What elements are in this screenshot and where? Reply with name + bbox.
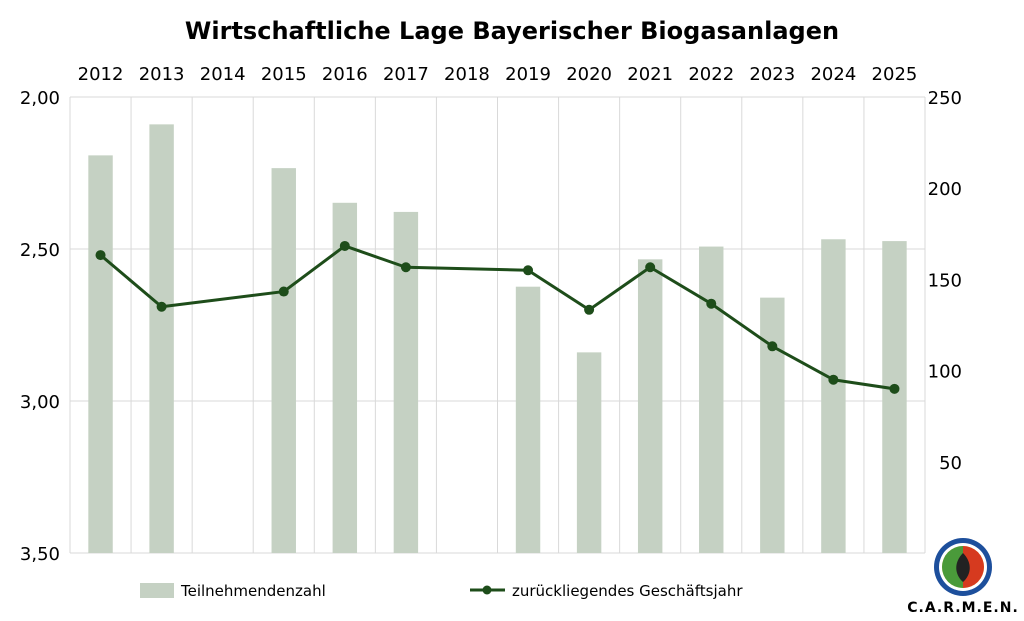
x-tick-label: 2022 [688,64,734,85]
bar [515,286,541,553]
bar [760,297,785,553]
legend-label-line: zurückliegendes Geschäftsjahr [512,582,743,600]
bar [699,246,724,553]
x-tick-label: 2023 [749,64,795,85]
right-axis-ticks: 50 100 150 200 250 [928,88,962,474]
legend-line-marker [482,585,492,595]
data-point [95,250,106,261]
x-tick-label: 2020 [566,64,612,85]
x-axis-ticks: 2012 2013 2014 2015 2016 2017 2018 2019 2020 2021… [78,64,918,85]
x-tick-label: 2013 [139,64,185,85]
logo-drop-icon [956,553,970,582]
bar [88,155,113,554]
legend-label-bars: Teilnehmendenzahl [180,582,326,600]
x-tick-label: 2012 [78,64,124,85]
data-point [339,240,350,251]
logo-half-green [942,546,963,588]
legend-bar-swatch [140,583,174,598]
x-tick-label: 2017 [383,64,429,85]
grid [69,96,926,554]
x-tick-label: 2019 [505,64,551,85]
x-tick-label: 2015 [261,64,307,85]
right-tick-label: 250 [928,88,962,109]
x-tick-label: 2018 [444,64,490,85]
bar [576,352,602,553]
x-tick-label: 2016 [322,64,368,85]
left-tick-label: 3,50 [20,544,60,565]
series-line [99,244,895,391]
right-tick-label: 100 [928,362,962,383]
chart-title: Wirtschaftliche Lage Bayerischer Biogasa… [185,17,839,45]
right-tick-label: 200 [928,179,962,200]
data-point [400,262,411,273]
left-axis-ticks: 2,00 2,50 3,00 3,50 [20,88,60,565]
data-point [584,304,595,315]
right-tick-label: 150 [928,270,962,291]
line-series [95,240,900,394]
carmen-logo: C.A.R.M.E.N. [907,538,1019,616]
right-tick-label: 50 [939,453,962,474]
data-point [706,298,717,309]
x-tick-label: 2024 [810,64,856,85]
bar [149,124,174,554]
bar [821,239,846,553]
logo-half-red [963,546,984,588]
logo-text: C.A.R.M.E.N. [907,600,1019,616]
x-tick-label: 2021 [627,64,673,85]
bars [88,124,907,554]
data-point [156,301,167,312]
x-tick-label: 2025 [872,64,918,85]
data-point [828,374,839,385]
bar [882,241,907,553]
bar [637,259,663,553]
data-point [278,286,289,297]
data-point [767,341,778,352]
data-point [889,383,900,394]
data-point [645,262,656,273]
left-tick-label: 2,50 [20,240,60,261]
legend: Teilnehmendenzahl zurückliegendes Geschä… [140,582,743,600]
bar [332,202,358,554]
left-tick-label: 3,00 [20,392,60,413]
left-tick-label: 2,00 [20,88,60,109]
bar [271,168,296,554]
x-tick-label: 2014 [200,64,246,85]
data-point [523,265,534,276]
